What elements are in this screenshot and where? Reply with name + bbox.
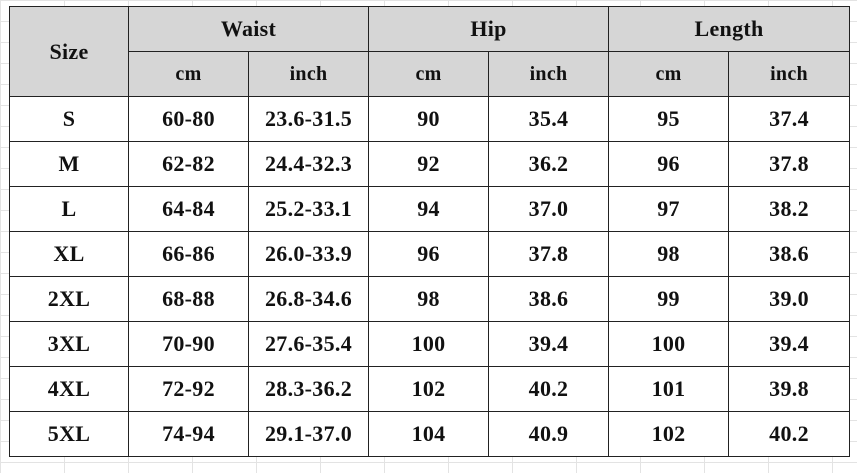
size-cell: XL: [9, 231, 129, 277]
size-cell: M: [9, 141, 129, 187]
waist-cm-cell: 66-86: [128, 231, 249, 277]
waist-inch-cell: 27.6-35.4: [247, 321, 370, 367]
length-cm-cell: 97: [608, 186, 730, 232]
length-inch-cell: 38.2: [728, 186, 851, 232]
table-row: 3XL 70-90 27.6-35.4 100 39.4 100 39.4: [9, 321, 851, 367]
waist-cm-cell: 64-84: [128, 186, 249, 232]
hip-inch-cell: 40.9: [488, 411, 610, 457]
length-cm-cell: 95: [608, 96, 730, 142]
hip-inch-header: inch: [488, 51, 610, 97]
hip-inch-cell: 38.6: [488, 276, 610, 322]
length-cm-cell: 100: [608, 321, 730, 367]
length-cm-cell: 102: [608, 411, 730, 457]
waist-inch-cell: 23.6-31.5: [247, 96, 370, 142]
header-unit-row: cm inch cm inch cm inch: [10, 51, 851, 97]
size-chart-table: Size Waist Hip Length cm inch cm inch cm…: [9, 6, 851, 457]
length-inch-cell: 39.4: [728, 321, 851, 367]
waist-inch-header: inch: [247, 51, 370, 97]
size-cell: S: [9, 96, 129, 142]
length-cm-cell: 98: [608, 231, 730, 277]
table-row: L 64-84 25.2-33.1 94 37.0 97 38.2: [9, 186, 851, 232]
hip-cm-cell: 92: [368, 141, 490, 187]
waist-cm-cell: 72-92: [128, 366, 249, 412]
waist-cm-cell: 60-80: [128, 96, 249, 142]
hip-cm-cell: 104: [368, 411, 490, 457]
table-row: 2XL 68-88 26.8-34.6 98 38.6 99 39.0: [9, 276, 851, 322]
size-cell: 3XL: [9, 321, 129, 367]
hip-cm-cell: 96: [368, 231, 490, 277]
hip-cm-cell: 100: [368, 321, 490, 367]
waist-cm-header: cm: [128, 51, 249, 97]
hip-cm-header: cm: [368, 51, 490, 97]
hip-inch-cell: 36.2: [488, 141, 610, 187]
hip-inch-cell: 40.2: [488, 366, 610, 412]
length-inch-cell: 39.0: [728, 276, 851, 322]
length-cm-cell: 99: [608, 276, 730, 322]
hip-cm-cell: 98: [368, 276, 490, 322]
waist-inch-cell: 25.2-33.1: [247, 186, 370, 232]
waist-inch-cell: 26.8-34.6: [247, 276, 370, 322]
length-inch-cell: 37.8: [728, 141, 851, 187]
waist-inch-cell: 24.4-32.3: [247, 141, 370, 187]
size-cell: 2XL: [9, 276, 129, 322]
length-inch-cell: 38.6: [728, 231, 851, 277]
length-cm-header: cm: [608, 51, 730, 97]
hip-inch-cell: 37.8: [488, 231, 610, 277]
length-inch-cell: 37.4: [728, 96, 851, 142]
hip-inch-cell: 35.4: [488, 96, 610, 142]
waist-cm-cell: 62-82: [128, 141, 249, 187]
table-row: M 62-82 24.4-32.3 92 36.2 96 37.8: [9, 141, 851, 187]
hip-inch-cell: 39.4: [488, 321, 610, 367]
length-group-header: Length: [608, 6, 851, 52]
waist-inch-cell: 28.3-36.2: [247, 366, 370, 412]
waist-inch-cell: 29.1-37.0: [247, 411, 370, 457]
size-cell: 5XL: [9, 411, 129, 457]
length-inch-cell: 40.2: [728, 411, 851, 457]
size-cell: 4XL: [9, 366, 129, 412]
table-row: S 60-80 23.6-31.5 90 35.4 95 37.4: [9, 96, 851, 142]
waist-cm-cell: 74-94: [128, 411, 249, 457]
table-row: 5XL 74-94 29.1-37.0 104 40.9 102 40.2: [9, 411, 851, 457]
table-row: 4XL 72-92 28.3-36.2 102 40.2 101 39.8: [9, 366, 851, 412]
size-cell: L: [9, 186, 129, 232]
waist-cm-cell: 68-88: [128, 276, 249, 322]
length-cm-cell: 101: [608, 366, 730, 412]
table-row: XL 66-86 26.0-33.9 96 37.8 98 38.6: [9, 231, 851, 277]
hip-cm-cell: 90: [368, 96, 490, 142]
header-group-row: Size Waist Hip Length: [9, 6, 851, 97]
length-inch-cell: 39.8: [728, 366, 851, 412]
waist-inch-cell: 26.0-33.9: [247, 231, 370, 277]
hip-inch-cell: 37.0: [488, 186, 610, 232]
hip-cm-cell: 102: [368, 366, 490, 412]
hip-group-header: Hip: [368, 6, 610, 52]
size-column-header: Size: [9, 6, 129, 97]
length-inch-header: inch: [728, 51, 851, 97]
waist-cm-cell: 70-90: [128, 321, 249, 367]
waist-group-header: Waist: [127, 6, 370, 52]
hip-cm-cell: 94: [368, 186, 490, 232]
length-cm-cell: 96: [608, 141, 730, 187]
